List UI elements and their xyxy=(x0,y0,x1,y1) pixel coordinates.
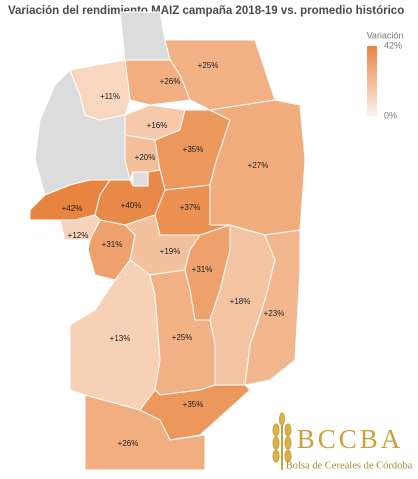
legend-max: 42% xyxy=(384,40,402,50)
department-label: +25% xyxy=(198,61,219,70)
legend-scale xyxy=(367,46,377,116)
department xyxy=(84,394,206,471)
department-label: +19% xyxy=(160,247,181,256)
title: Variación del rendimiento MAIZ campaña 2… xyxy=(8,5,404,17)
department-label: +26% xyxy=(160,77,181,86)
department-label: +26% xyxy=(118,439,139,448)
department-label: +35% xyxy=(183,400,204,409)
department-label: +16% xyxy=(147,121,168,130)
department-label: +20% xyxy=(135,153,156,162)
department-label: +23% xyxy=(264,309,285,318)
department-label: +31% xyxy=(102,240,123,249)
department xyxy=(69,59,131,121)
department-label: +13% xyxy=(110,334,131,343)
legend-min: 0% xyxy=(384,110,397,120)
department-label: +42% xyxy=(62,204,83,213)
department-label: +27% xyxy=(248,161,269,170)
department-label: +25% xyxy=(172,333,193,342)
logo-subtitle: Bolsa de Cereales de Córdoba xyxy=(286,460,413,471)
department-label: +11% xyxy=(100,92,120,101)
legend-title: Variación xyxy=(367,30,404,40)
department-label: +18% xyxy=(230,297,251,306)
department-label: +35% xyxy=(183,145,204,154)
department-label: +31% xyxy=(192,265,213,274)
logo-icon xyxy=(272,412,292,470)
department-label: +12% xyxy=(68,231,89,240)
department-label: +40% xyxy=(121,201,142,210)
department xyxy=(244,229,301,386)
logo-name: BCCBA xyxy=(297,424,404,454)
department-label: +37% xyxy=(180,203,201,212)
